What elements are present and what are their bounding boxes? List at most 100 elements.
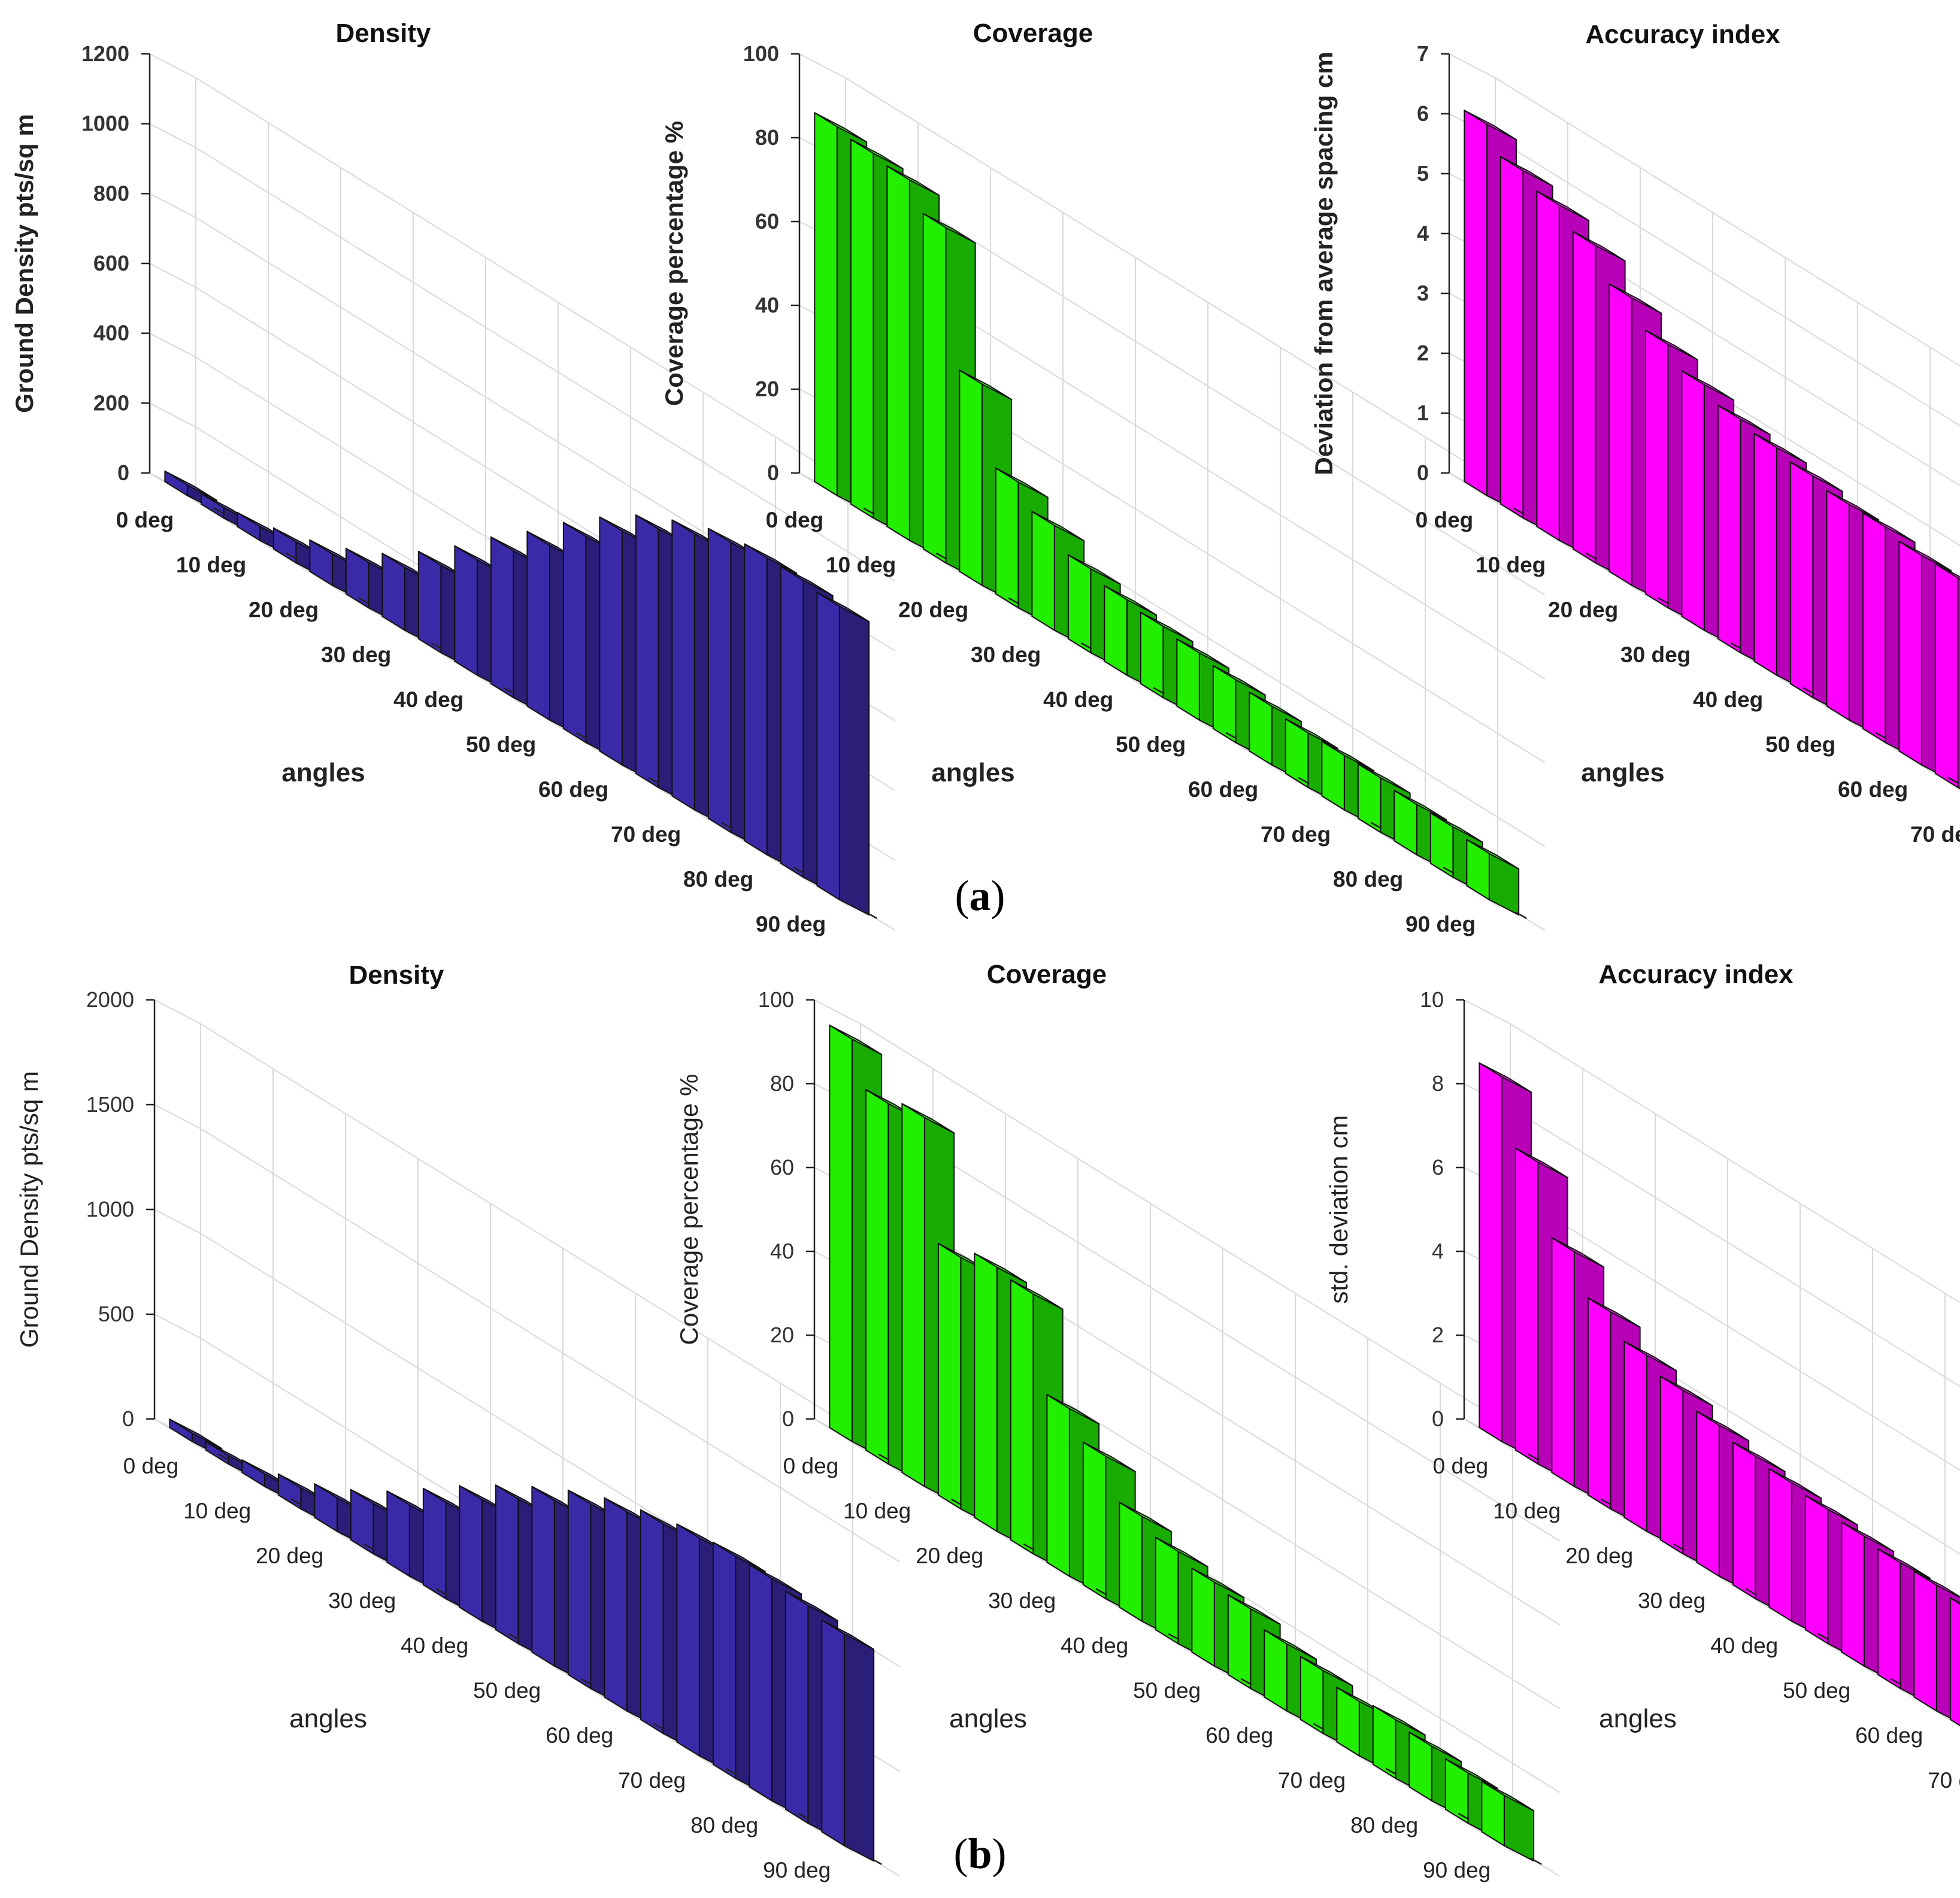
chart-title: Coverage	[987, 960, 1107, 989]
x-tick-label: 50 deg	[1116, 732, 1186, 757]
x-tick-label: 10 deg	[1476, 553, 1546, 577]
x-axis-label: angles	[949, 1704, 1027, 1733]
z-tick-label: 8	[1432, 1071, 1444, 1096]
z-tick-label: 80	[755, 125, 779, 150]
z-tick-label: 6	[1432, 1155, 1444, 1180]
x-tick-label: 50 deg	[466, 732, 536, 757]
x-tick-label: 90 deg	[1423, 1858, 1491, 1882]
x-tick-label: 20 deg	[1565, 1544, 1633, 1568]
x-tick-label: 30 deg	[328, 1588, 396, 1613]
bars	[169, 1418, 875, 1862]
x-tick-label: 90 deg	[763, 1858, 831, 1882]
x-tick-label: 40 deg	[1693, 687, 1763, 712]
bar-13	[1934, 563, 1960, 790]
x-tick-label: 10 deg	[826, 553, 896, 577]
x-tick-label: 10 deg	[176, 553, 246, 577]
y-axis-label: Ground Density pts/sq m	[10, 114, 38, 413]
x-tick-label: 60 deg	[1838, 777, 1908, 802]
z-tick-label: 0	[122, 1406, 134, 1431]
bar-4	[959, 369, 1013, 602]
x-tick-label: 60 deg	[1188, 777, 1258, 802]
x-tick-label: 90 deg	[1405, 912, 1476, 936]
x-axis-label: angles	[289, 1704, 367, 1733]
z-tick-label: 10	[1420, 987, 1444, 1012]
x-tick-label: 70 deg	[1261, 822, 1331, 847]
y-axis-label: Coverage percentage %	[675, 1074, 703, 1345]
bar-18	[816, 592, 870, 916]
x-tick-label: 70 deg	[1928, 1768, 1960, 1793]
z-tick-label: 100	[743, 41, 779, 66]
x-tick-label: 20 deg	[898, 598, 968, 622]
x-tick-label: 20 deg	[256, 1544, 323, 1568]
x-tick-label: 30 deg	[1638, 1588, 1705, 1613]
x-axis-label: angles	[1599, 1704, 1677, 1733]
x-tick-label: 40 deg	[1710, 1633, 1778, 1658]
x-tick-label: 0 deg	[766, 508, 824, 532]
x-tick-label: 80 deg	[690, 1813, 758, 1838]
x-tick-label: 70 deg	[611, 822, 681, 847]
x-tick-label: 10 deg	[1493, 1499, 1561, 1523]
z-tick-label: 60	[755, 209, 779, 234]
x-tick-label: 40 deg	[401, 1633, 468, 1658]
x-tick-label: 30 deg	[321, 642, 391, 667]
z-tick-label: 200	[93, 390, 129, 415]
z-tick-label: 40	[755, 293, 779, 317]
z-tick-label: 400	[93, 321, 129, 345]
x-tick-label: 60 deg	[538, 777, 608, 802]
x-tick-label: 50 deg	[1783, 1678, 1850, 1703]
bars	[829, 1024, 1535, 1862]
x-tick-label: 10 deg	[183, 1499, 251, 1523]
z-tick-label: 2000	[86, 987, 134, 1012]
z-tick-label: 500	[98, 1302, 134, 1326]
x-tick-label: 30 deg	[1620, 642, 1691, 667]
z-tick-label: 0	[1417, 460, 1429, 485]
z-tick-label: 0	[782, 1406, 794, 1431]
z-tick-label: 1500	[86, 1092, 134, 1117]
bars	[814, 112, 1520, 916]
x-axis-label: angles	[931, 758, 1014, 787]
z-tick-label: 20	[755, 377, 779, 401]
x-tick-label: 80 deg	[683, 867, 753, 892]
chart-title: Coverage	[973, 19, 1093, 48]
z-tick-label: 0	[767, 460, 779, 485]
z-tick-label: 1000	[86, 1197, 134, 1221]
z-tick-label: 40	[770, 1239, 794, 1263]
z-tick-label: 600	[93, 251, 129, 275]
y-axis-label: std. deviation cm	[1325, 1115, 1353, 1303]
z-tick-label: 0	[117, 460, 129, 485]
x-axis-label: angles	[1581, 758, 1664, 787]
chart-title: Accuracy index	[1585, 20, 1780, 49]
x-tick-label: 0 deg	[1416, 508, 1474, 532]
x-tick-label: 30 deg	[988, 1588, 1056, 1613]
z-tick-label: 1000	[81, 111, 129, 136]
y-axis-label: Ground Density pts/sq m	[15, 1071, 43, 1348]
z-tick-label: 1	[1417, 401, 1429, 425]
x-tick-label: 60 deg	[1855, 1723, 1923, 1748]
x-tick-label: 70 deg	[1910, 822, 1960, 847]
x-tick-label: 70 deg	[618, 1768, 686, 1793]
x-tick-label: 70 deg	[1278, 1768, 1346, 1793]
x-tick-label: 50 deg	[473, 1678, 541, 1703]
y-axis-label: Deviation from average spacing cm	[1310, 51, 1338, 475]
x-tick-label: 0 deg	[123, 1454, 179, 1478]
x-tick-label: 0 deg	[1433, 1454, 1489, 1478]
x-tick-label: 50 deg	[1133, 1678, 1201, 1703]
x-tick-label: 20 deg	[249, 598, 319, 622]
z-tick-label: 60	[770, 1155, 794, 1180]
z-tick-label: 6	[1417, 101, 1429, 126]
bars	[164, 470, 870, 916]
chart-title: Density	[349, 960, 444, 990]
x-tick-label: 60 deg	[1205, 1723, 1273, 1748]
x-tick-label: 80 deg	[1350, 1813, 1418, 1838]
x-tick-label: 60 deg	[546, 1723, 613, 1748]
bars	[1479, 1062, 1960, 1727]
bar-13	[1949, 1597, 1960, 1727]
z-tick-label: 4	[1417, 221, 1429, 245]
x-tick-label: 40 deg	[393, 687, 464, 712]
